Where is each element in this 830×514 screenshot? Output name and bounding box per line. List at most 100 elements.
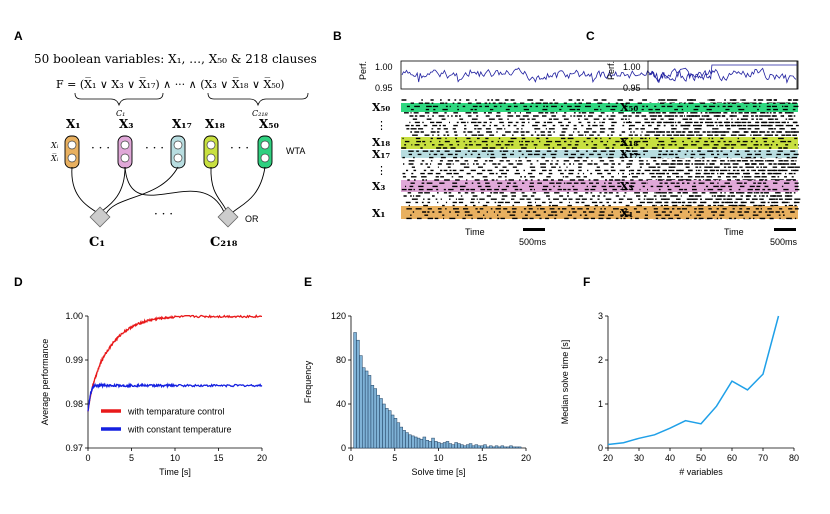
chart-e-ylabel: Frequency	[303, 360, 313, 403]
histogram-bar	[471, 445, 476, 449]
chart-f-ytick-label: 1	[598, 399, 603, 409]
panel-a-formula: F = (X̅₁ ∨ X₃ ∨ X̅₁₇) ∧ ··· ∧ (X₃ ∨ X̅₁₈…	[56, 77, 284, 91]
histogram-bar	[408, 434, 412, 449]
chart-f-xlabel: # variables	[679, 467, 723, 477]
panel-label-d: D	[14, 275, 23, 289]
chart-f-ylabel: Median solve time [s]	[560, 340, 570, 425]
chart-d-ytick-label: 0.97	[65, 443, 83, 453]
perf-trace-c	[648, 64, 797, 84]
histogram-bar	[379, 398, 383, 449]
chart-d-xtick-label: 0	[85, 453, 90, 463]
histogram-bar	[509, 445, 513, 449]
panel-c: C Perf. 1.00 0.95 X₅₀ ⋮ X₁₈ X₁₇ ⋮ X₃ X₁ …	[586, 29, 800, 247]
perf-tick-b-bottom: 0.95	[375, 83, 393, 93]
node-label-c1: C₁	[89, 235, 105, 250]
chart-d-ytick-label: 0.99	[65, 355, 83, 365]
chart-e-xlabel: Solve time [s]	[411, 467, 465, 477]
histogram-bar	[517, 446, 522, 449]
histogram-bar	[356, 339, 360, 449]
variable-band-0	[401, 103, 797, 112]
perf-tick-c-top: 1.00	[623, 62, 641, 72]
row-label-b-x17: X₁₇	[372, 148, 390, 161]
histogram-bar	[411, 435, 415, 449]
brace-c1	[74, 92, 164, 107]
chart-e-ytick-label: 80	[336, 355, 346, 365]
histogram-bar	[494, 445, 499, 449]
histogram-bar	[373, 388, 377, 449]
chart-d-xtick-label: 20	[257, 453, 267, 463]
neuron-false-0	[67, 153, 77, 163]
histogram-bar	[353, 332, 357, 449]
row-label-c-x1: X₁	[620, 207, 634, 220]
histogram-bar	[396, 422, 401, 449]
histogram-bar	[376, 394, 380, 449]
chart-e-ytick-label: 0	[341, 443, 346, 453]
or-node-c218	[217, 206, 239, 228]
histogram-bar	[515, 446, 519, 449]
perf-tick-b-top: 1.00	[375, 62, 393, 72]
vdots-c-1: ⋮	[624, 119, 635, 132]
or-label: OR	[245, 214, 259, 224]
chart-d-xtick-label: 10	[170, 453, 180, 463]
chart-f-ytick-label: 3	[598, 311, 603, 321]
chart-d: 0 5 10 15 20 0.97 0.98 0.99 1.00 Time [s] Average …	[40, 311, 267, 477]
row-label-c-x17: X₁₇	[620, 148, 638, 161]
panel-label-e: E	[304, 275, 312, 289]
vdots-b-2: ⋮	[376, 164, 387, 177]
wta-label: WTA	[286, 146, 305, 156]
histogram-bar	[437, 442, 441, 449]
chart-e-xtick-label: 5	[392, 453, 397, 463]
series-line-1	[87, 381, 263, 412]
row-label-b-x18: X₁₈	[372, 136, 390, 149]
neuron-true-0	[67, 140, 77, 150]
histogram-bar	[503, 446, 507, 449]
chart-d-xlabel: Time [s]	[159, 467, 191, 477]
histogram-bar	[362, 367, 366, 449]
dots-3: · · ·	[230, 141, 249, 155]
chart-f-xtick-label: 30	[634, 453, 644, 463]
vdots-c-2: ⋮	[624, 164, 635, 177]
row-label-c-x3: X₃	[620, 180, 634, 193]
histogram-bar	[414, 436, 418, 449]
series-line-0	[87, 314, 262, 412]
var-label-x18: X₁₈	[205, 117, 225, 131]
histogram-bar	[367, 375, 372, 449]
xi-label: Xᵢ	[50, 141, 59, 150]
histogram-bar	[463, 445, 467, 449]
chart-f-xtick-label: 80	[789, 453, 799, 463]
panel-label-b: B	[333, 29, 342, 43]
chart-f-xtick-label: 60	[727, 453, 737, 463]
chart-f-xtick-label: 40	[665, 453, 675, 463]
raster-c	[648, 99, 800, 220]
histogram-bar	[465, 444, 470, 449]
node-label-c218: C₂₁₈	[210, 235, 238, 250]
histogram-bar	[416, 437, 421, 449]
histogram-bar	[405, 432, 409, 449]
histogram-bar	[364, 370, 369, 449]
chart-e-xtick-label: 20	[521, 453, 531, 463]
histogram-bar	[448, 443, 453, 449]
neuron-true-3	[206, 140, 216, 150]
histogram-bar	[497, 446, 502, 449]
chart-d-xtick-label: 15	[213, 453, 223, 463]
histogram-bar	[500, 445, 505, 449]
row-label-b-x1: X₁	[372, 207, 386, 220]
row-label-c-x18: X₁₈	[620, 136, 638, 149]
var-label-x50: X₅₀	[259, 117, 279, 131]
histogram-bar	[419, 438, 424, 449]
dots-clauses: · · ·	[154, 207, 173, 221]
histogram-bar	[460, 444, 464, 449]
dots-2: · · ·	[145, 141, 164, 155]
chart-f-xtick-label: 70	[758, 453, 768, 463]
chart-f-ytick-label: 0	[598, 443, 603, 453]
neuron-false-3	[206, 153, 216, 163]
histogram-bar	[477, 445, 481, 449]
brace-label-c1: C₁	[116, 109, 125, 118]
perf-axes-c	[647, 60, 799, 90]
xi-bar-label: X̅ᵢ	[50, 154, 59, 163]
edge-x3-c218	[124, 166, 225, 213]
edge-x17-c1	[105, 166, 179, 215]
scale-label-c: 500ms	[770, 237, 798, 247]
perf-ylabel-c: Perf.	[606, 61, 616, 80]
perf-tick-c-bottom: 0.95	[623, 83, 641, 93]
